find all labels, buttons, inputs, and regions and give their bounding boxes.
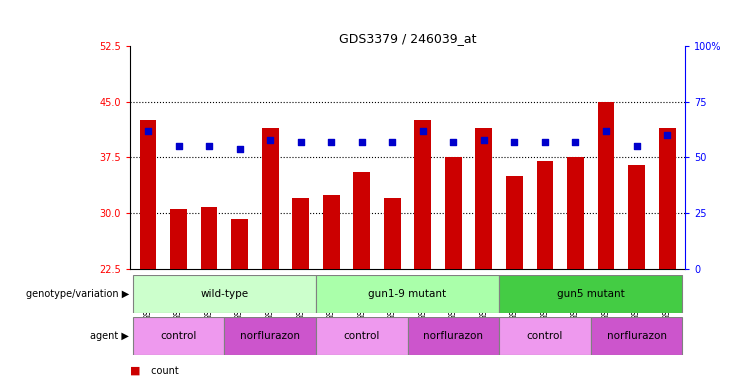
Bar [591,317,682,355]
Point [661,132,673,138]
Bar [598,102,614,269]
Text: control: control [160,331,196,341]
Text: gun1-9 mutant: gun1-9 mutant [368,289,447,299]
Text: agent ▶: agent ▶ [90,331,129,341]
Bar [659,128,676,269]
Text: wild-type: wild-type [200,289,248,299]
Bar [445,157,462,269]
Bar [292,198,309,269]
Bar [499,275,682,313]
Point [233,146,245,152]
Point [142,127,154,134]
Text: norflurazon: norflurazon [240,331,300,341]
Bar [506,176,523,269]
Point [417,127,429,134]
Point [173,143,185,149]
Bar [499,317,591,355]
Bar [231,219,248,269]
Text: ■: ■ [130,366,140,376]
Text: norflurazon: norflurazon [423,331,483,341]
Text: count: count [148,366,179,376]
Bar [567,157,584,269]
Point [539,139,551,145]
Bar [353,172,370,269]
Bar [316,275,499,313]
Point [356,139,368,145]
Bar [536,161,554,269]
Point [478,137,490,143]
Point [448,139,459,145]
Bar [316,317,408,355]
Bar [323,195,339,269]
Bar [384,198,401,269]
Title: GDS3379 / 246039_at: GDS3379 / 246039_at [339,32,476,45]
Text: control: control [527,331,563,341]
Bar [170,209,187,269]
Point [265,137,276,143]
Text: control: control [344,331,380,341]
Point [508,139,520,145]
Bar [476,128,492,269]
Point [203,143,215,149]
Point [295,139,307,145]
Bar [133,275,316,313]
Bar [139,120,156,269]
Text: gun5 mutant: gun5 mutant [557,289,625,299]
Bar [414,120,431,269]
Text: genotype/variation ▶: genotype/variation ▶ [26,289,129,299]
Text: norflurazon: norflurazon [607,331,667,341]
Point [600,127,612,134]
Point [325,139,337,145]
Bar [262,128,279,269]
Bar [201,207,217,269]
Bar [408,317,499,355]
Bar [133,317,225,355]
Point [631,143,642,149]
Point [570,139,582,145]
Point [386,139,398,145]
Bar [225,317,316,355]
Bar [628,165,645,269]
